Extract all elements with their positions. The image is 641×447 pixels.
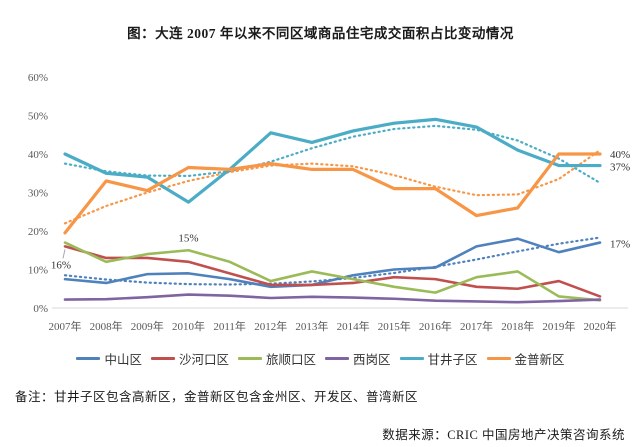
trendline-jinpu-trend — [63, 149, 602, 225]
legend-item-lvshunkou: 旅顺口区 — [237, 349, 316, 368]
y-axis-tick: 20% — [28, 226, 48, 238]
legend-line-swatch — [150, 357, 175, 360]
legend-item-xigang: 西岗区 — [325, 349, 391, 368]
legend-line-swatch — [486, 357, 511, 360]
y-axis-tick: 0% — [33, 303, 48, 315]
series-line-zhongshan — [63, 237, 602, 289]
chart-legend: 中山区 沙河口区 旅顺口区 西岗区 甘井子区 金普新区 — [0, 349, 641, 368]
series-line-lvshunkou — [63, 241, 602, 302]
legend-label: 沙河口区 — [178, 353, 229, 367]
data-point-label: 16% — [51, 259, 71, 271]
y-axis-tick: 40% — [28, 149, 48, 161]
legend-item-jinpu: 金普新区 — [486, 349, 565, 368]
data-point-label: 40% — [610, 149, 630, 161]
x-axis-tick: 2020年 — [584, 319, 617, 333]
x-axis-tick: 2017年 — [460, 319, 493, 333]
y-axis-tick: 30% — [28, 188, 48, 200]
x-axis-tick: 2008年 — [90, 319, 123, 333]
x-axis-tick: 2016年 — [419, 319, 452, 333]
legend-line-swatch — [76, 357, 101, 360]
series-line-xigang — [63, 293, 602, 304]
x-axis-tick: 2010年 — [172, 319, 205, 333]
trendline-ganjingzi-trend — [63, 124, 602, 184]
x-axis-tick: 2011年 — [213, 319, 246, 333]
legend-label: 金普新区 — [514, 353, 565, 367]
x-axis-tick: 2007年 — [49, 319, 82, 333]
legend-label: 旅顺口区 — [265, 353, 316, 367]
x-axis-tick: 2009年 — [131, 319, 164, 333]
data-source: 数据来源：CRIC 中国房地产决策咨询系统 — [382, 428, 625, 442]
x-axis-tick: 2015年 — [378, 319, 411, 333]
label-leader-line — [62, 249, 66, 259]
legend-label: 西岗区 — [353, 353, 391, 367]
data-point-label: 17% — [610, 239, 630, 251]
y-axis-tick: 10% — [28, 265, 48, 277]
x-axis-tick: 2019年 — [542, 319, 575, 333]
legend-line-swatch — [237, 357, 262, 360]
x-axis-tick: 2018年 — [501, 319, 534, 333]
legend-line-swatch — [325, 357, 349, 360]
legend-item-ganjingzi: 甘井子区 — [399, 349, 478, 368]
series-line-shahekou — [63, 245, 602, 298]
series-line-ganjingzi — [63, 117, 602, 204]
x-axis-tick: 2013年 — [295, 319, 328, 333]
x-axis-tick: 2012年 — [254, 319, 287, 333]
chart-title: 图：大连 2007 年以来不同区域商品住宅成交面积占比变动情况 — [127, 26, 514, 41]
data-point-label: 15% — [178, 232, 198, 244]
y-axis-tick: 50% — [28, 111, 48, 123]
legend-item-zhongshan: 中山区 — [76, 349, 142, 368]
x-axis-tick: 2014年 — [337, 319, 370, 333]
series-line-jinpu — [63, 152, 602, 235]
legend-label: 中山区 — [104, 353, 142, 367]
data-point-label: 37% — [610, 162, 630, 174]
legend-label: 甘井子区 — [427, 353, 478, 367]
legend-line-swatch — [399, 357, 424, 360]
footnote: 备注：甘井子区包含高新区，金普新区包含金州区、开发区、普湾新区 — [15, 390, 419, 404]
y-axis-tick: 60% — [28, 72, 48, 84]
trendline-zhongshan-trend — [63, 236, 602, 286]
legend-item-shahekou: 沙河口区 — [150, 349, 229, 368]
